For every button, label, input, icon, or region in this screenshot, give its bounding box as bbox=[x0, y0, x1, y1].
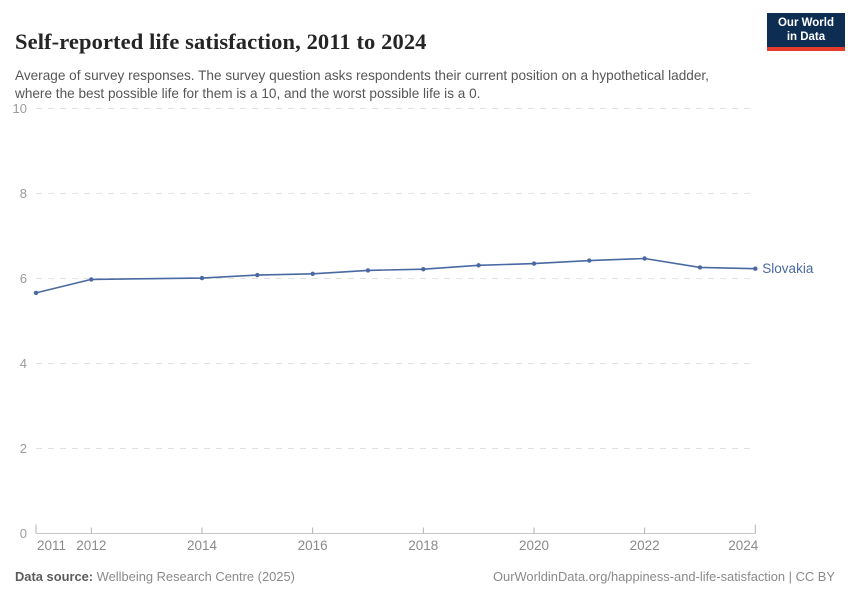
data-point-slovakia-2017[interactable] bbox=[365, 268, 371, 273]
series-line-slovakia[interactable] bbox=[35, 257, 757, 294]
data-point-slovakia-2019[interactable] bbox=[476, 263, 481, 268]
owid-logo[interactable]: Our World in Data bbox=[767, 13, 845, 51]
x-axis-label-2012: 2012 bbox=[76, 538, 106, 553]
data-source-label: Data source: bbox=[15, 569, 94, 584]
data-point-slovakia-2018[interactable] bbox=[421, 267, 426, 272]
x-axis-label-2011: 2011 bbox=[37, 538, 66, 553]
data-point-slovakia-2015[interactable] bbox=[255, 272, 260, 278]
footer: Data source: Wellbeing Research Centre (… bbox=[15, 569, 835, 584]
data-point-slovakia-2021[interactable] bbox=[587, 258, 592, 263]
x-axis-label-2018: 2018 bbox=[408, 538, 438, 553]
chart-subtitle: Average of survey responses. The survey … bbox=[15, 67, 709, 101]
data-point-slovakia-2020[interactable] bbox=[531, 261, 537, 266]
owid-logo-line1: Our World bbox=[777, 16, 834, 29]
license-url[interactable]: OurWorldinData.org/happiness-and-life-sa… bbox=[493, 569, 835, 584]
y-axis-label-10: 10 bbox=[13, 101, 27, 116]
x-axis-label-2022: 2022 bbox=[630, 538, 660, 553]
series-entity-label[interactable]: Slovakia bbox=[762, 261, 814, 276]
owid-logo-text: Our World in Data bbox=[778, 16, 834, 45]
data-point-slovakia-2022[interactable] bbox=[642, 256, 647, 261]
data-point-slovakia-2011[interactable] bbox=[33, 290, 39, 296]
y-axis-label-0: 0 bbox=[20, 526, 27, 541]
data-source-note: Data source: Wellbeing Research Centre (… bbox=[15, 569, 295, 584]
x-axis-label-2024: 2024 bbox=[728, 538, 759, 553]
license-link: OurWorldinData.org/happiness-and-life-sa… bbox=[493, 569, 835, 584]
chart-title: Self-reported life satisfaction, 2011 to… bbox=[15, 29, 427, 55]
y-axis-label-6: 6 bbox=[20, 271, 27, 286]
y-axis-label-2: 2 bbox=[20, 441, 27, 456]
data-point-slovakia-2012[interactable] bbox=[89, 277, 94, 282]
x-axis-label-2020: 2020 bbox=[519, 538, 549, 553]
x-axis-label-2014: 2014 bbox=[187, 538, 218, 553]
y-axis-label-8: 8 bbox=[20, 186, 27, 201]
y-axis-label-4: 4 bbox=[20, 356, 27, 371]
x-axis-label-2016: 2016 bbox=[298, 538, 328, 553]
data-point-slovakia-2016[interactable] bbox=[310, 271, 315, 276]
data-point-slovakia-2023[interactable] bbox=[697, 265, 703, 270]
data-point-slovakia-2024[interactable] bbox=[753, 266, 758, 271]
data-point-slovakia-2014[interactable] bbox=[199, 275, 205, 281]
data-source-value: Wellbeing Research Centre (2025) bbox=[93, 569, 295, 584]
owid-logo-line2: in Data bbox=[786, 31, 826, 43]
